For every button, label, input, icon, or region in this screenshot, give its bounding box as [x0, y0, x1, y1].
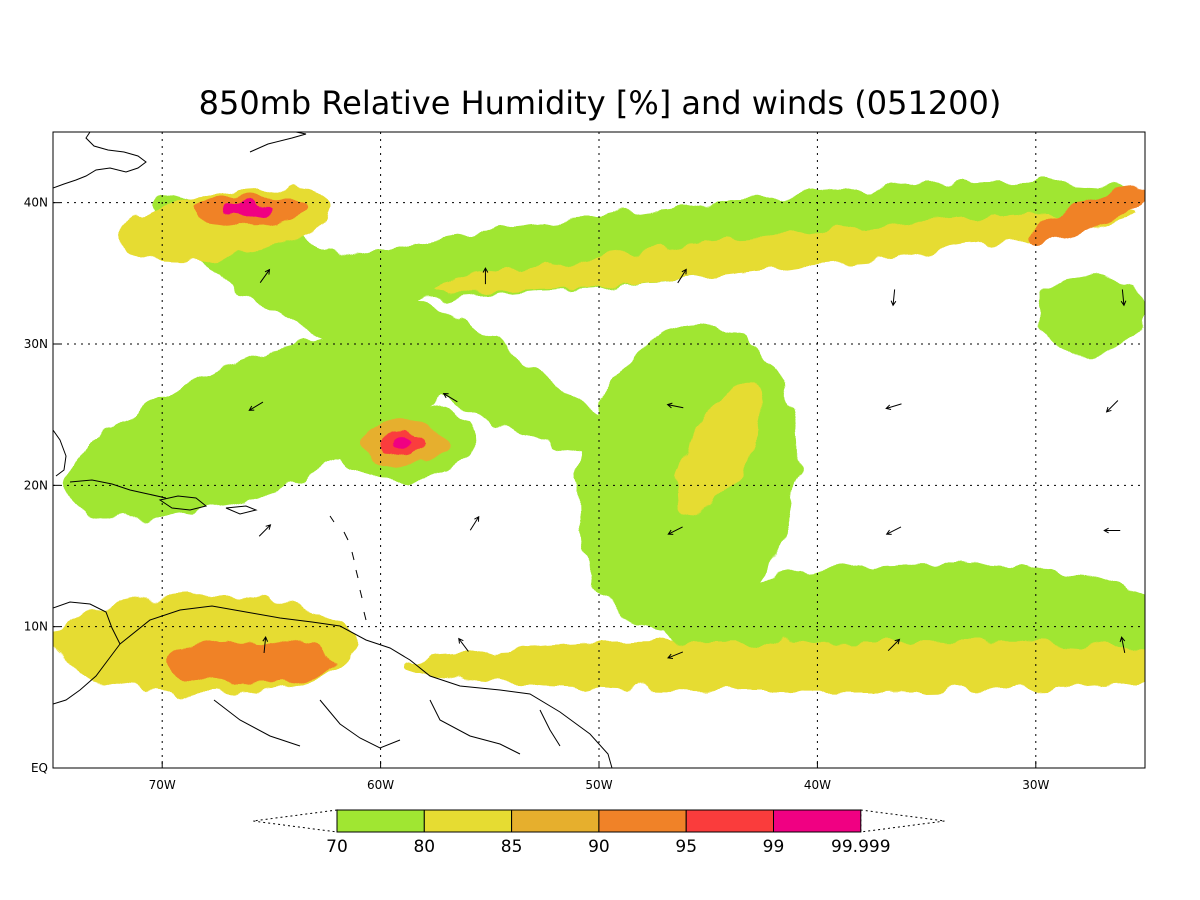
wind-vector-1 — [482, 267, 489, 285]
wind-vector-9 — [1105, 400, 1119, 413]
lat-tick-label-1: 10N — [24, 620, 48, 634]
lat-tick-label-2: 20N — [24, 478, 48, 492]
lat-tick-label-3: 30N — [24, 337, 48, 351]
colorbar-lower-extension — [252, 809, 338, 833]
colorbar-label-3: 90 — [588, 837, 610, 857]
colorbar-label-2: 85 — [501, 837, 523, 857]
florida-coastline — [53, 429, 67, 477]
hispaniola-coastline — [158, 495, 208, 511]
colorbar-swatch-3 — [598, 809, 687, 833]
colorbar-upper-extension — [860, 809, 945, 833]
wind-vector-8 — [885, 403, 902, 411]
humidity-region-13 — [676, 383, 762, 517]
lesser-antilles-islands — [329, 515, 367, 621]
wind-vector-13 — [885, 526, 902, 535]
wind-vector-10 — [258, 524, 272, 537]
colorbar-swatch-2 — [511, 809, 600, 833]
wind-vector-17 — [667, 651, 684, 659]
colorbar-swatch-0 — [336, 809, 425, 833]
cuba-coastline — [69, 479, 167, 499]
lon-tick-label-3: 40W — [804, 778, 831, 792]
colorbar-label-5: 99 — [763, 837, 785, 857]
colorbar: 70 80 85 90 95 99 99.999 — [252, 809, 945, 857]
map-plot-area — [53, 132, 1145, 768]
wind-vector-18 — [887, 638, 901, 652]
colorbar-label-6: 99.999 — [831, 837, 890, 857]
humidity-region-10 — [402, 640, 1145, 692]
humidity-region-1 — [262, 182, 1132, 300]
south-america-interior-borders — [213, 699, 561, 755]
nova-scotia-coastline — [249, 132, 307, 153]
wind-vector-12 — [667, 526, 683, 535]
wind-vector-5 — [248, 401, 264, 411]
lat-tick-label-4: 40N — [24, 196, 48, 210]
colorbar-swatch-4 — [685, 809, 775, 833]
humidity-region-18 — [225, 201, 274, 216]
colorbar-swatch-1 — [423, 809, 513, 833]
wind-vector-7 — [666, 402, 684, 409]
coastlines — [53, 132, 613, 768]
wind-vectors — [248, 267, 1127, 659]
humidity-region-5 — [1035, 276, 1145, 356]
colorbar-swatch-5 — [773, 809, 862, 833]
humidity-region-3 — [437, 211, 1133, 293]
humidity-region-17 — [389, 436, 416, 450]
colorbar-label-1: 80 — [413, 837, 435, 857]
wind-vector-16 — [458, 637, 469, 652]
wind-vector-14 — [1103, 527, 1121, 534]
wind-vector-15 — [262, 636, 269, 654]
wind-vector-0 — [259, 268, 271, 283]
lon-tick-label-0: 70W — [149, 778, 176, 792]
wind-vector-2 — [677, 268, 687, 284]
wind-vector-19 — [1119, 636, 1126, 653]
wind-vector-6 — [442, 393, 458, 403]
humidity-region-12 — [162, 640, 337, 684]
colorbar-label-4: 95 — [675, 837, 697, 857]
map-title: 850mb Relative Humidity [%] and winds (0… — [199, 84, 1002, 122]
wind-vector-4 — [1120, 289, 1127, 307]
wind-vector-3 — [890, 289, 897, 307]
lon-tick-label-4: 30W — [1022, 778, 1049, 792]
lon-tick-label-2: 50W — [585, 778, 612, 792]
graticule — [53, 132, 1145, 768]
wind-vector-11 — [469, 515, 480, 531]
humidity-region-4 — [1028, 187, 1145, 241]
colorbar-label-0: 70 — [326, 837, 348, 857]
south-america-coastline — [119, 605, 613, 768]
humidity-region-0 — [64, 330, 457, 519]
north-america-coastline — [53, 132, 147, 189]
lat-tick-label-0: EQ — [31, 761, 48, 775]
puerto-rico-coastline — [225, 505, 258, 515]
lon-tick-label-1: 60W — [367, 778, 394, 792]
axis-ticks: 70W 60W 50W 40W 30W EQ 10N 20N 30N 40N — [24, 196, 1050, 792]
